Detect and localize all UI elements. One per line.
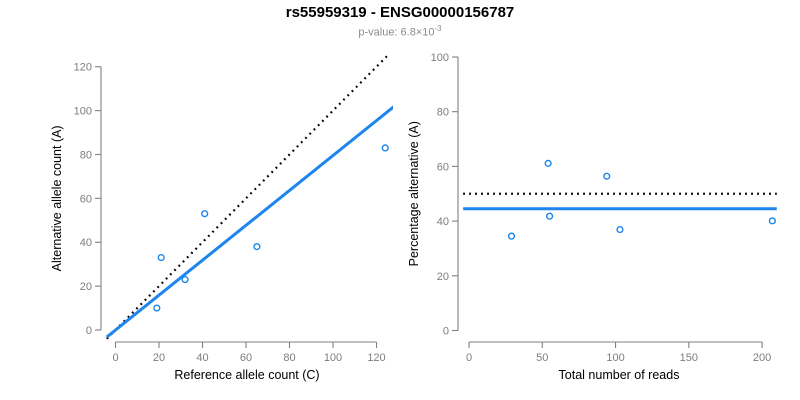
x-axis-title: Reference allele count (C) bbox=[174, 368, 319, 382]
axes bbox=[452, 56, 763, 348]
x-tick-label: 20 bbox=[153, 352, 165, 364]
data-point bbox=[603, 172, 611, 180]
x-tick-label: 0 bbox=[112, 352, 118, 364]
y-tick-label: 40 bbox=[80, 237, 92, 249]
y-axis-title: Alternative allele count (A) bbox=[50, 125, 64, 271]
axes bbox=[95, 66, 378, 348]
data-point bbox=[616, 225, 624, 234]
data-point bbox=[546, 212, 554, 220]
left-scatter-panel: 0 20 40 60 80 100 120 0 20 40 60 80 100 120 Reference … bbox=[50, 52, 393, 382]
y-tick-label: 100 bbox=[74, 106, 92, 118]
p-value-text: p-value: 6.8×10 bbox=[358, 26, 435, 39]
axis-labels: 0 20 40 60 80 100 120 0 20 40 60 80 100 120 Reference … bbox=[50, 62, 386, 382]
data-point bbox=[253, 243, 261, 251]
y-axis-title: Percentage alternative (A) bbox=[407, 121, 421, 266]
identity-line bbox=[106, 52, 391, 340]
y-tick-label: 120 bbox=[74, 62, 92, 74]
data-point bbox=[544, 159, 552, 167]
x-tick-label: 80 bbox=[283, 352, 295, 364]
y-tick-label: 0 bbox=[443, 326, 449, 338]
y-tick-label: 0 bbox=[86, 325, 92, 337]
y-tick-label: 80 bbox=[437, 107, 449, 119]
p-value-exponent: -3 bbox=[434, 24, 442, 33]
y-tick-label: 60 bbox=[80, 193, 92, 205]
data-point bbox=[201, 210, 209, 218]
x-tick-label: 100 bbox=[324, 352, 342, 364]
x-tick-label: 60 bbox=[240, 352, 252, 364]
data-point bbox=[181, 275, 189, 284]
x-tick-label: 100 bbox=[606, 352, 624, 364]
data-point bbox=[153, 304, 161, 312]
right-scatter-panel: 0 20 40 60 80 100 0 50 100 150 200 Total number of … bbox=[407, 52, 777, 382]
x-tick-label: 120 bbox=[367, 352, 385, 364]
x-tick-label: 40 bbox=[196, 352, 208, 364]
y-tick-label: 60 bbox=[437, 161, 449, 173]
y-tick-label: 80 bbox=[80, 149, 92, 161]
x-tick-label: 0 bbox=[466, 352, 472, 364]
x-tick-label: 150 bbox=[680, 352, 698, 364]
plot-subtitle: p-value: 6.8×10-3 bbox=[0, 24, 800, 39]
regression-line bbox=[105, 105, 393, 339]
y-tick-label: 100 bbox=[431, 52, 449, 64]
x-axis-title: Total number of reads bbox=[559, 368, 680, 382]
y-tick-label: 40 bbox=[437, 216, 449, 228]
data-point bbox=[381, 144, 389, 152]
data-point bbox=[157, 253, 165, 262]
x-tick-label: 200 bbox=[753, 352, 771, 364]
x-tick-label: 50 bbox=[536, 352, 548, 364]
y-tick-label: 20 bbox=[80, 281, 92, 293]
axis-labels: 0 20 40 60 80 100 0 50 100 150 200 Total number of … bbox=[407, 52, 771, 382]
plot-title: rs55959319 - ENSG00000156787 bbox=[285, 4, 515, 21]
data-point bbox=[768, 217, 776, 225]
y-tick-label: 20 bbox=[437, 271, 449, 283]
data-point bbox=[507, 232, 516, 240]
